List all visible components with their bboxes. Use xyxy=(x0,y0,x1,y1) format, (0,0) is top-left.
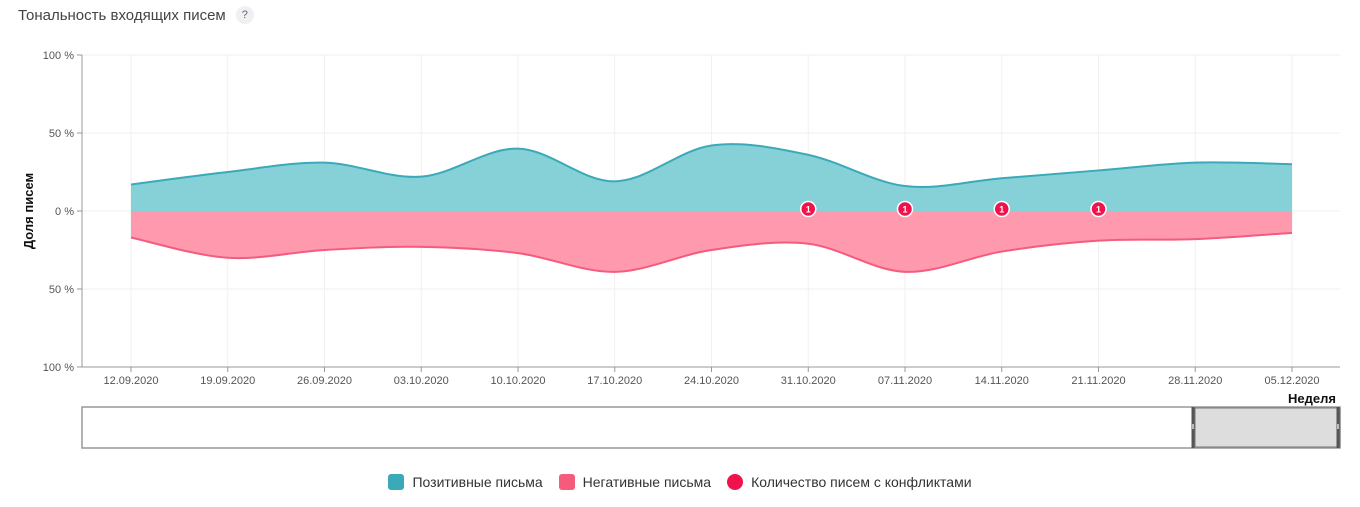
conflict-marker: 1 xyxy=(993,200,1010,218)
legend-swatch-negative xyxy=(558,474,575,490)
x-tick-label: 24.10.2020 xyxy=(684,375,739,387)
y-tick-label: 50 % xyxy=(49,128,74,140)
conflict-marker: 1 xyxy=(1090,200,1107,218)
conflict-marker: 1 xyxy=(896,200,914,218)
chart-title: Тональность входящих писем xyxy=(18,6,226,24)
conflict-point xyxy=(800,200,817,218)
x-tick-label: 28.11.2020 xyxy=(1168,375,1222,387)
y-tick-label: 100 % xyxy=(43,50,74,62)
navigator-track xyxy=(81,406,1341,449)
chart-svg: 100 % 50 % 0 % 50 % 100 % 12.09.2020 19.09.202… xyxy=(21,50,1341,449)
x-tick-label: 19.09.2020 xyxy=(200,375,255,387)
legend-item-positive[interactable]: Позитивные письма xyxy=(388,474,543,490)
legend-swatch-positive xyxy=(388,474,405,490)
legend-label-conflicts: Количество писем с конфликтами xyxy=(751,474,972,490)
legend-label-positive: Позитивные письма xyxy=(412,474,543,490)
legend: Позитивные письма Негативные письма Коли… xyxy=(0,474,1360,490)
conflict-count-label: 1 xyxy=(902,205,907,215)
x-tick-label: 05.12.2020 xyxy=(1264,375,1319,387)
legend-item-conflicts[interactable]: Количество писем с конфликтами xyxy=(727,474,972,490)
navigator-selection[interactable] xyxy=(1194,407,1341,448)
conflict-point xyxy=(1090,200,1107,218)
negative-series-line xyxy=(130,231,1293,273)
navigator-handle-grip xyxy=(1192,424,1194,429)
x-tick-label: 07.11.2020 xyxy=(878,375,932,387)
conflict-count-label: 1 xyxy=(1096,205,1101,215)
conflict-point xyxy=(993,200,1010,218)
y-tick-label: 50 % xyxy=(49,284,74,296)
legend-label-negative: Негативные письма xyxy=(582,474,712,490)
x-tick-label: 03.10.2020 xyxy=(394,375,449,387)
conflict-count-label: 1 xyxy=(999,205,1004,215)
conflict-count-label: 1 xyxy=(806,205,811,215)
y-axis-title: Доля писем xyxy=(21,173,36,249)
conflict-marker: 1 xyxy=(800,200,817,218)
navigator-handle-grip xyxy=(1337,424,1339,429)
x-tick-label: 17.10.2020 xyxy=(587,375,642,387)
y-tick-label: 0 % xyxy=(55,206,74,218)
x-tick-label: 10.10.2020 xyxy=(490,375,545,387)
legend-item-negative[interactable]: Негативные письма xyxy=(558,474,712,490)
negative-area xyxy=(131,211,1292,272)
help-icon[interactable]: ? xyxy=(235,6,254,24)
x-tick-label: 21.11.2020 xyxy=(1071,375,1125,387)
conflict-point xyxy=(896,200,914,218)
x-tick-label: 26.09.2020 xyxy=(297,375,352,387)
x-tick-label: 31.10.2020 xyxy=(781,375,836,387)
legend-swatch-conflicts xyxy=(727,474,744,490)
chart-header: Тональность входящих писем ? xyxy=(18,6,254,24)
positive-area xyxy=(131,144,1292,211)
x-tick-label: 14.11.2020 xyxy=(975,375,1029,387)
x-tick-label: 12.09.2020 xyxy=(103,375,158,387)
x-axis-title: Неделя xyxy=(1288,391,1336,406)
y-tick-label: 100 % xyxy=(43,362,74,374)
positive-series-line xyxy=(130,143,1293,188)
